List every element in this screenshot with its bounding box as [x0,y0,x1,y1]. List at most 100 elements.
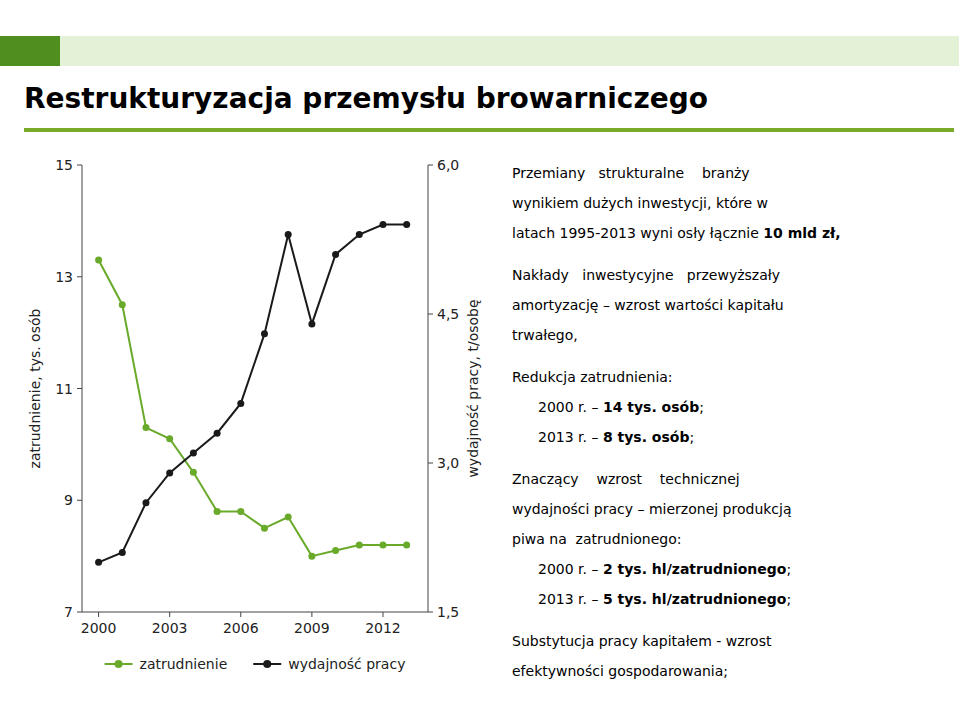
x-tick [240,612,241,617]
y-tick-label: 15 [55,157,73,173]
annotation-line: Znaczący wzrost technicznej [512,471,740,487]
y2-tick [428,463,433,464]
x-tick-label: 2009 [294,620,330,636]
x-tick-label: 2003 [152,620,188,636]
legend-marker [115,660,123,668]
y-tick [77,500,82,501]
annotation-line: latach 1995-2013 wyni osły łącznie 10 ml… [512,225,841,241]
annotation-text: Przemiany strukturalne branży [512,165,750,181]
series-point [308,320,315,327]
series-point [214,508,221,515]
series-point [403,221,410,228]
annotation-text: Znaczący wzrost technicznej [512,471,740,487]
series-point [190,469,197,476]
annotation-text: amortyzację – wzrost wartości kapitału [512,297,784,313]
x-tick-label: 2012 [365,620,401,636]
annotation-text: ; [786,561,791,577]
legend-item: zatrudnienie [105,656,228,672]
series-point [332,547,339,554]
y-tick-label: 13 [55,269,73,285]
y2-tick-label: 6,0 [437,157,459,173]
annotation-text: 8 tys. osób [603,429,690,445]
x-tick-label: 2000 [81,620,117,636]
annotation-line: 2000 r. – 14 tys. osób; [538,399,704,415]
annotation-text: 5 tys. hl/zatrudnionego [603,591,787,607]
annotation-line: piwa na zatrudnionego: [512,531,682,547]
annotation-line: 2013 r. – 5 tys. hl/zatrudnionego; [538,591,791,607]
series-line [99,260,407,556]
x-tick [98,612,99,617]
series-line [99,225,407,563]
x-tick-label: 2006 [223,620,259,636]
legend-item: wydajność pracy [253,656,405,672]
series-point [166,435,173,442]
annotation-line: wynikiem dużych inwestycji, które w [512,195,768,211]
annotation-line: trwałego, [512,327,578,343]
series-point [119,301,126,308]
annotation-line: Substytucja pracy kapitałem - wzrost [512,633,772,649]
annotation-line: wydajności pracy – mierzonej produkcją [512,501,792,517]
annotation-text: 2000 r. – [538,561,603,577]
y2-tick [428,612,433,613]
y2-tick-label: 1,5 [437,604,459,620]
annotation-text: Redukcja zatrudnienia: [512,369,673,385]
header-bar [0,36,959,66]
series-point [142,424,149,431]
annotation-panel: Przemiany strukturalne branży wynikiem du… [512,165,841,679]
series-point [356,231,363,238]
annotation-line: Nakłady inwestycyjne przewyższаły [512,267,780,283]
annotation-text: 2 tys. hl/zatrudnionego [603,561,787,577]
annotation-text: efektywności gospodarowania; [512,663,728,679]
header-block [0,36,60,66]
y-tick-label: 7 [64,604,73,620]
y2-axis [428,165,429,612]
series-point [285,514,292,521]
y-tick [77,388,82,389]
annotation-line: 2013 r. – 8 tys. osób; [538,429,694,445]
annotation-text: ; [699,399,704,415]
plot-area [95,221,410,566]
y2-tick-label: 3,0 [437,455,459,471]
annotation-text: ; [786,591,791,607]
annotation-text: 2000 r. – [538,399,603,415]
y2-tick [428,165,433,166]
separator [24,128,954,132]
series-point [214,430,221,437]
y-tick [77,276,82,277]
series-point [356,541,363,548]
x-tick [311,612,312,617]
annotation-line: efektywności gospodarowania; [512,663,728,679]
series-point [379,221,386,228]
annotation-line: amortyzację – wzrost wartości kapitału [512,297,784,313]
series-point [261,330,268,337]
series-point [95,559,102,566]
y2-tick [428,314,433,315]
annotation-text: piwa na zatrudnionego: [512,531,682,547]
annotation-text: 2013 r. – [538,429,603,445]
series-point [261,525,268,532]
y-tick-label: 9 [64,492,73,508]
y2-axis-label: wydajność pracy, t/osobę [465,299,481,477]
series-point [166,469,173,476]
y-tick-label: 11 [55,381,73,397]
series-point [237,400,244,407]
annotation-text: Nakłady inwestycyjne przewyższаły [512,267,780,283]
annotation-text: 10 mld zł, [763,225,840,241]
chart-root: Restrukturyzacja przemysłu browarniczego… [0,0,959,718]
annotation-text: ; [689,429,694,445]
annotation-text: Substytucja pracy kapitałem - wzrost [512,633,772,649]
legend-marker [263,660,271,668]
annotation-text: 2013 r. – [538,591,603,607]
series-point [379,541,386,548]
title: Restrukturyzacja przemysłu browarniczego [24,82,708,115]
y2-tick-label: 4,5 [437,306,459,322]
series-point [119,549,126,556]
x-tick [169,612,170,617]
series-point [95,256,102,263]
annotation-line: Redukcja zatrudnienia: [512,369,673,385]
series-point [237,508,244,515]
series-point [285,231,292,238]
annotation-text: wydajności pracy – mierzonej produkcją [512,501,792,517]
legend-label: zatrudnienie [140,656,228,672]
annotation-text: 14 tys. osób [603,399,699,415]
